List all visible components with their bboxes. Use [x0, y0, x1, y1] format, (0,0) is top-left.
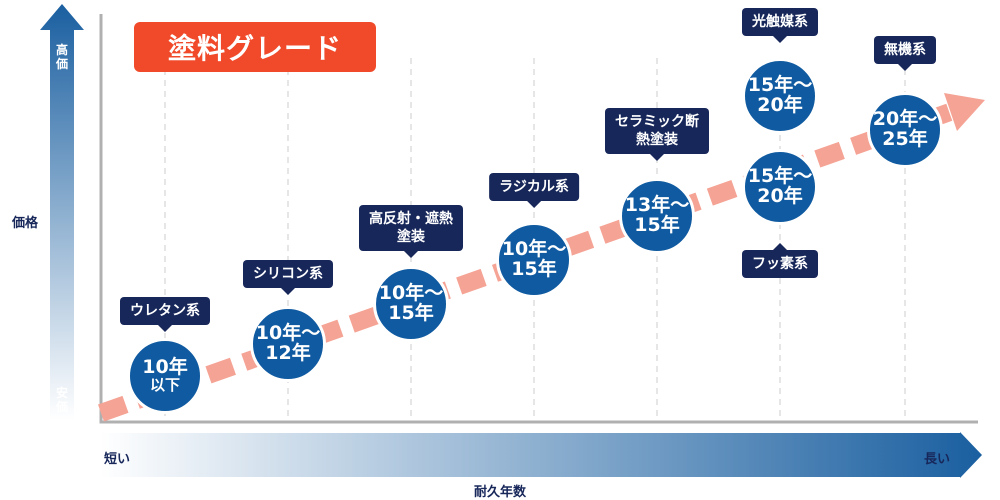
grade-label-photocatalyst: 光触媒系: [742, 8, 818, 44]
durability-years-line2: 以下: [149, 376, 180, 395]
durability-years-line1: 10年〜: [501, 238, 567, 261]
durability-circle-fluorine: 15年〜 20年: [742, 149, 818, 225]
grade-label-urethane: ウレタン系: [120, 297, 210, 333]
durability-years-line1: 13年〜: [624, 194, 690, 217]
durability-circle-urethane: 10年 以下: [127, 338, 203, 414]
trend-arrow-head: [944, 93, 985, 131]
grade-label-radical: ラジカル系: [489, 173, 579, 209]
durability-years-line1: 15年〜: [747, 165, 813, 188]
durability-years-line2: 15年: [634, 214, 680, 236]
durability-circle-silicone: 10年〜 12年: [250, 306, 326, 382]
title-badge: 塗料グレード: [134, 22, 376, 72]
y-axis-high-label: 高価: [55, 43, 68, 71]
durability-years-line2: 15年: [511, 258, 557, 280]
durability-years-line1: 15年〜: [747, 74, 813, 97]
durability-years-line2: 25年: [882, 128, 928, 150]
durability-circle-photocatalyst: 15年〜 20年: [742, 58, 818, 134]
durability-circle-high-reflective: 10年〜 15年: [373, 266, 449, 342]
durability-years-line1: 10年〜: [378, 282, 444, 305]
durability-circle-radical: 10年〜 15年: [496, 222, 572, 298]
durability-years-line1: 10年〜: [255, 322, 321, 345]
axis-frame: [99, 14, 978, 424]
x-axis-short-label: 短い: [104, 452, 131, 467]
x-axis-gradient-arrow: [100, 432, 982, 478]
durability-circle-ceramic: 13年〜 15年: [619, 178, 695, 254]
durability-years-line2: 12年: [265, 342, 311, 364]
durability-years-line2: 20年: [757, 185, 803, 207]
grade-label-inorganic: 無機系: [874, 36, 936, 72]
durability-years-line1: 10年: [142, 356, 188, 379]
durability-years-line2: 15年: [388, 302, 434, 324]
durability-years-line1: 20年〜: [872, 108, 938, 131]
grade-label-ceramic: セラミック断熱塗装: [605, 108, 709, 162]
durability-years-line2: 20年: [757, 94, 803, 116]
y-axis-low-label: 安価: [55, 386, 68, 414]
y-axis-title: 価格: [12, 216, 39, 231]
x-axis-title: 耐久年数: [473, 485, 527, 500]
y-axis-gradient-arrow: [40, 4, 84, 420]
x-axis-long-label: 長い: [924, 452, 951, 467]
grade-label-fluorine: フッ素系: [742, 242, 818, 279]
durability-circle-inorganic: 20年〜 25年: [867, 92, 943, 168]
grade-label-silicone: シリコン系: [243, 260, 333, 296]
grade-label-high-reflective: 高反射・遮熱塗装: [359, 205, 463, 259]
